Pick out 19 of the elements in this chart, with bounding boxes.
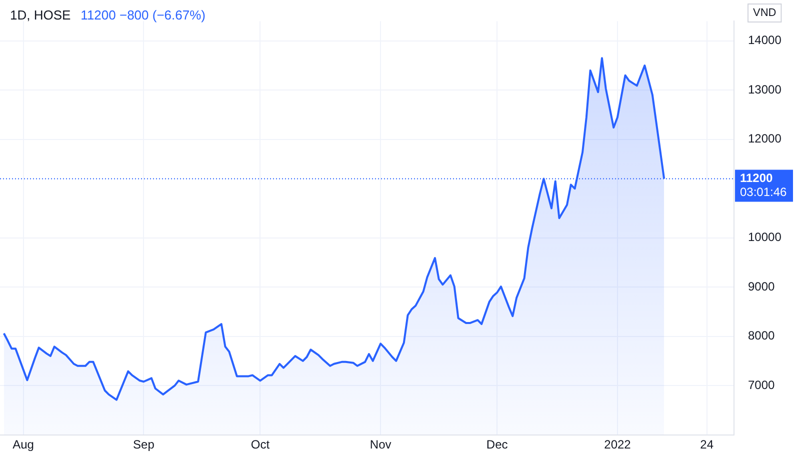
y-tick-label: 13000	[748, 82, 782, 96]
chart-title: 1D, HOSE	[10, 8, 72, 23]
x-tick-label: Dec	[486, 437, 508, 452]
x-tick-label: 2022	[604, 437, 632, 452]
y-tick-label: 14000	[748, 33, 782, 48]
x-tick-label: 24	[700, 437, 714, 452]
x-tick-label: Sep	[133, 437, 155, 452]
ref-line-label: 11200	[740, 171, 774, 186]
y-axis-title: VND	[753, 7, 776, 20]
y-tick-label: 7000	[748, 378, 776, 392]
x-tick-label: Aug	[12, 437, 34, 452]
y-tick-label: 12000	[748, 132, 782, 146]
x-tick-label: Oct	[250, 437, 270, 452]
annotation: 11200 −800 (−6.67%)	[80, 8, 206, 23]
text: 03:01:46	[740, 185, 788, 200]
y-tick-label: 10000	[748, 230, 782, 244]
y-tick-label: 9000	[748, 279, 776, 294]
x-tick-label: Nov	[370, 437, 392, 452]
y-tick-label: 8000	[748, 328, 776, 343]
